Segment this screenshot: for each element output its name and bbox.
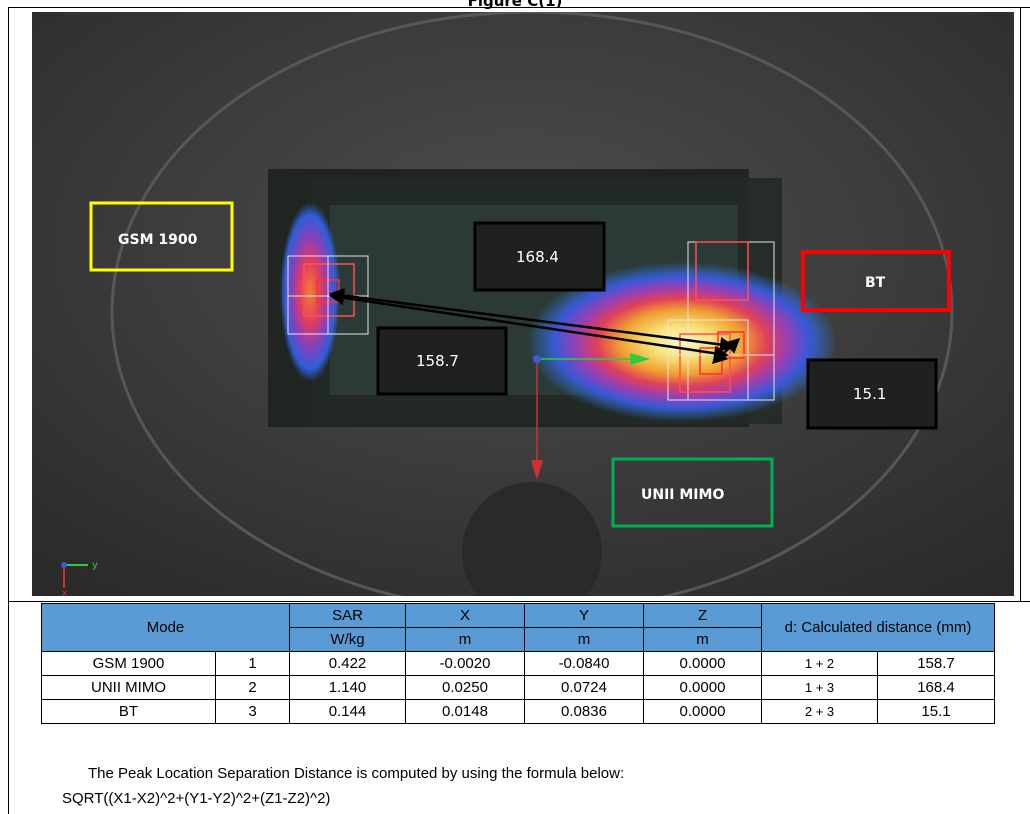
unii-label-box	[611, 457, 774, 528]
distance-1-2-value: 158.7	[416, 352, 459, 370]
value-box-168	[473, 221, 606, 292]
distance-2-3-value: 15.1	[853, 385, 886, 403]
distance-1-3-value: 168.4	[516, 248, 559, 266]
frame-right-border	[1020, 7, 1021, 601]
value-box-15	[806, 358, 938, 430]
header-z: Z	[643, 603, 762, 628]
cell-y: -0.0840	[524, 651, 644, 676]
cell-index: 3	[215, 699, 290, 724]
frame-divider	[8, 601, 1030, 602]
unit-z: m	[643, 627, 762, 652]
formula: SQRT((X1-X2)^2+(Y1-Y2)^2+(Z1-Z2)^2)	[62, 790, 331, 807]
phantom-ear-cutout	[462, 482, 602, 596]
arrow-2-3	[711, 337, 741, 365]
table-row: GSM 1900 1 0.422 -0.0020 -0.0840 0.0000 …	[41, 651, 995, 676]
cell-pair: 1 + 2	[761, 651, 878, 676]
cell-x: -0.0020	[405, 651, 525, 676]
unii-label: UNII MIMO	[641, 487, 724, 503]
cell-z: 0.0000	[643, 675, 762, 700]
cell-y: 0.0724	[524, 675, 644, 700]
cell-pair: 1 + 3	[761, 675, 878, 700]
sar-scan-image: GSM 1900 BT UNII MIMO 168.4 158.7 15.1 y…	[32, 12, 1014, 596]
cell-index: 1	[215, 651, 290, 676]
cell-sar: 0.144	[289, 699, 406, 724]
gsm-label: GSM 1900	[118, 232, 198, 248]
cell-mode: UNII MIMO	[41, 675, 216, 700]
bt-label-box	[801, 250, 951, 312]
header-distance: d: Calculated distance (mm)	[761, 603, 995, 652]
frame-left-border	[8, 7, 9, 814]
header-x: X	[405, 603, 525, 628]
formula-note: The Peak Location Separation Distance is…	[88, 765, 625, 782]
corner-y-label: y	[92, 560, 98, 571]
bt-label: BT	[865, 275, 886, 291]
cell-sar: 0.422	[289, 651, 406, 676]
frame-top-border	[8, 7, 1030, 8]
corner-x-label: x	[62, 589, 68, 596]
header-sar: SAR	[289, 603, 406, 628]
cell-y: 0.0836	[524, 699, 644, 724]
cell-x: 0.0250	[405, 675, 525, 700]
value-box-158	[376, 326, 508, 396]
cell-z: 0.0000	[643, 651, 762, 676]
figure-title: Figure C(1)	[467, 0, 563, 10]
header-y: Y	[524, 603, 644, 628]
gsm-hotspot	[280, 202, 340, 382]
table-row: UNII MIMO 2 1.140 0.0250 0.0724 0.0000 1…	[41, 675, 995, 700]
cell-mode: GSM 1900	[41, 651, 216, 676]
table-row: BT 3 0.144 0.0148 0.0836 0.0000 2 + 3 15…	[41, 699, 995, 724]
phantom-outline	[110, 12, 954, 596]
cell-distance: 168.4	[877, 675, 995, 700]
cell-distance: 15.1	[877, 699, 995, 724]
cell-sar: 1.140	[289, 675, 406, 700]
cell-z: 0.0000	[643, 699, 762, 724]
gsm-label-box	[89, 201, 234, 272]
cell-mode: BT	[41, 699, 216, 724]
header-mode: Mode	[41, 603, 290, 652]
arrow-1-3	[329, 288, 735, 352]
cell-pair: 2 + 3	[761, 699, 878, 724]
unit-x: m	[405, 627, 525, 652]
peak-location-table: Mode SAR X Y Z d: Calculated distance (m…	[41, 603, 995, 724]
unit-sar: W/kg	[289, 627, 406, 652]
cell-index: 2	[215, 675, 290, 700]
unit-y: m	[524, 627, 644, 652]
cell-distance: 158.7	[877, 651, 995, 676]
cell-x: 0.0148	[405, 699, 525, 724]
